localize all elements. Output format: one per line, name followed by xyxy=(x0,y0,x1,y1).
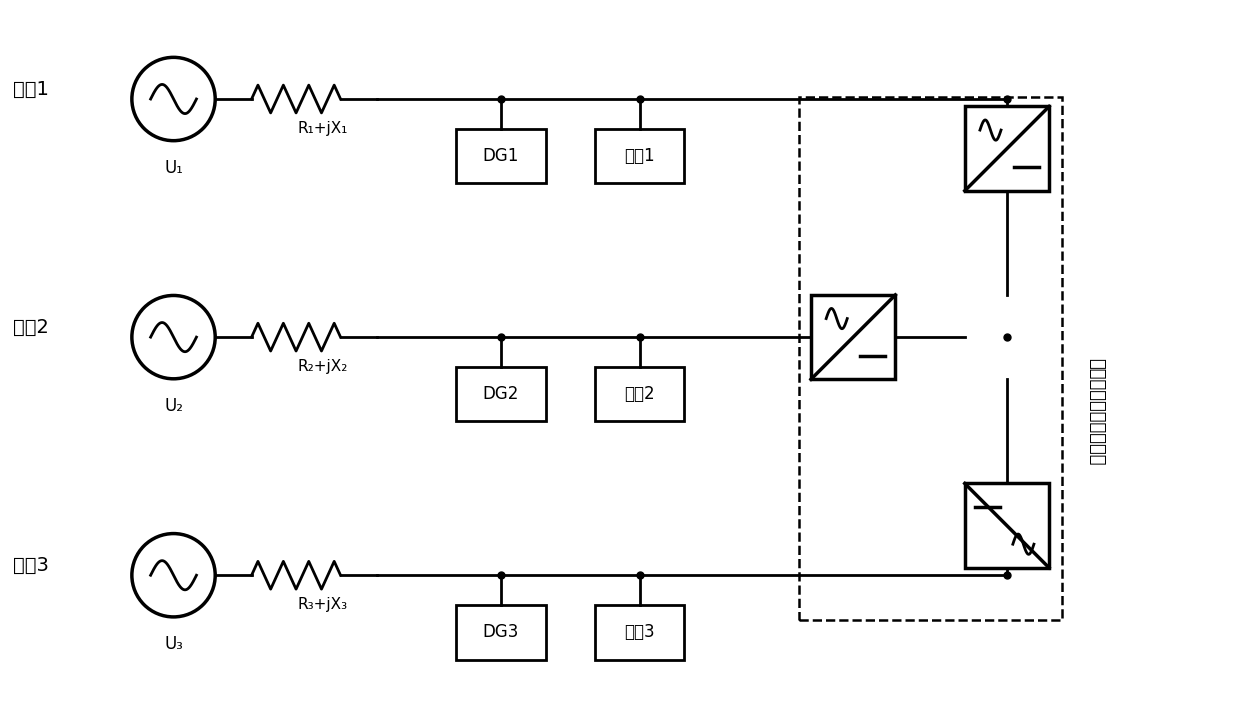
Text: DG3: DG3 xyxy=(482,624,520,641)
Text: R₃+jX₃: R₃+jX₃ xyxy=(298,597,347,612)
Bar xyxy=(965,484,1049,568)
Text: DG2: DG2 xyxy=(482,385,520,403)
Text: 负衔3: 负衔3 xyxy=(625,624,655,641)
Text: U₃: U₃ xyxy=(164,635,184,653)
Bar xyxy=(811,295,895,379)
Text: 馈电2: 馈电2 xyxy=(12,317,48,337)
Text: 负衔2: 负衔2 xyxy=(625,385,655,403)
Text: 负衔1: 负衔1 xyxy=(625,147,655,165)
Text: R₂+jX₂: R₂+jX₂ xyxy=(298,359,347,374)
Bar xyxy=(965,107,1049,191)
Bar xyxy=(595,605,684,660)
Bar xyxy=(799,97,1061,620)
Text: U₂: U₂ xyxy=(164,397,184,415)
Text: 馈电1: 馈电1 xyxy=(12,80,48,98)
Bar xyxy=(456,605,546,660)
Text: 馈电3: 馈电3 xyxy=(12,556,48,575)
Bar xyxy=(456,367,546,421)
Bar xyxy=(595,367,684,421)
Text: DG1: DG1 xyxy=(482,147,520,165)
Text: R₁+jX₁: R₁+jX₁ xyxy=(298,121,347,136)
Bar xyxy=(595,129,684,183)
Bar xyxy=(456,129,546,183)
Text: 三端口柔性多状态开关: 三端口柔性多状态开关 xyxy=(1087,358,1105,466)
Text: U₁: U₁ xyxy=(164,158,184,177)
